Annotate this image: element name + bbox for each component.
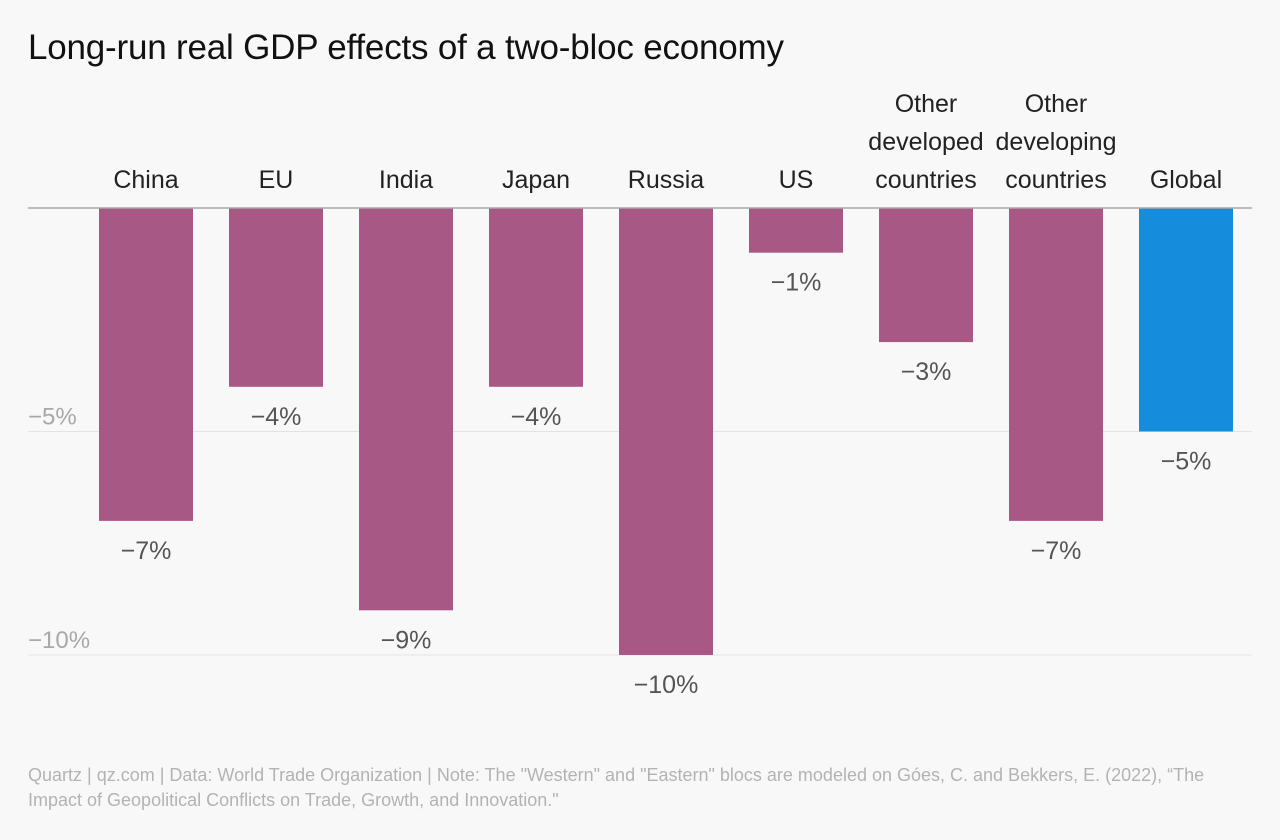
x-tick-label: Russia (628, 166, 705, 194)
bar (489, 208, 583, 387)
x-tick-label: Japan (502, 166, 570, 194)
y-tick-label: −5% (28, 404, 77, 431)
bar (229, 208, 323, 387)
x-tick-label: Other (1025, 90, 1088, 118)
data-label: −4% (511, 403, 562, 431)
bar (359, 208, 453, 611)
bar (749, 208, 843, 253)
x-tick-label: EU (259, 166, 294, 194)
x-tick-label: countries (875, 166, 976, 194)
data-label: −9% (381, 626, 432, 654)
bar (619, 208, 713, 655)
data-label: −4% (251, 403, 302, 431)
x-tick-label: Global (1150, 166, 1222, 194)
bar (1139, 208, 1233, 432)
y-tick-label: −10% (28, 627, 90, 654)
x-tick-label: India (379, 166, 433, 194)
data-label: −10% (634, 671, 699, 699)
bar-chart: −5% −10% −7% China −4% EU −9% India −4% Japan −10%… (28, 90, 1252, 699)
data-label: −5% (1161, 448, 1212, 476)
data-label: −7% (1031, 537, 1082, 565)
chart-title: Long-run real GDP effects of a two-bloc … (28, 28, 784, 67)
x-tick-label: Other (895, 90, 958, 118)
x-tick-label: developed (868, 128, 983, 156)
bar (879, 208, 973, 343)
data-label: −1% (771, 269, 822, 297)
data-label: −7% (121, 537, 172, 565)
x-tick-label: countries (1005, 166, 1106, 194)
bar (1009, 208, 1103, 521)
source-note: Quartz | qz.com | Data: World Trade Orga… (28, 765, 1205, 810)
x-tick-label: developing (996, 128, 1117, 156)
x-tick-label: China (113, 166, 178, 194)
x-tick-label: US (779, 166, 814, 194)
bar (99, 208, 193, 521)
data-label: −3% (901, 358, 952, 386)
